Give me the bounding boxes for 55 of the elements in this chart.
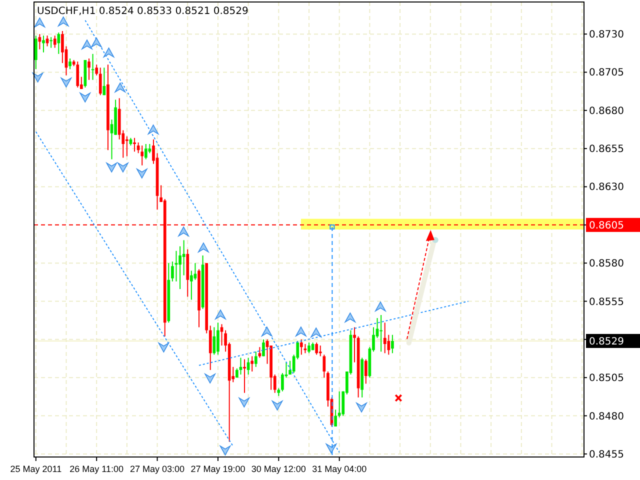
candlestick xyxy=(262,338,265,357)
y-tick-label: 0.8480 xyxy=(589,411,624,422)
candlestick xyxy=(178,246,182,290)
candlestick xyxy=(315,342,318,356)
candlestick xyxy=(144,143,148,160)
candlestick xyxy=(338,390,341,418)
candlestick xyxy=(126,136,128,157)
candlestick xyxy=(208,325,212,370)
y-tick-label: 0.8605 xyxy=(589,220,624,232)
candlestick xyxy=(391,334,394,354)
candlestick xyxy=(243,358,246,394)
y-tick-label: 0.8730 xyxy=(589,30,624,41)
candlestick xyxy=(220,324,224,346)
y-tick-label: 0.8580 xyxy=(589,258,624,270)
candlestick xyxy=(91,53,94,80)
y-tick-label: 0.8705 xyxy=(589,68,624,79)
candlestick xyxy=(76,61,80,88)
x-tick-label: 25 May 2011 xyxy=(10,464,62,474)
candlestick xyxy=(383,322,386,354)
candlestick xyxy=(98,67,102,96)
candlestick xyxy=(318,345,322,357)
candlestick xyxy=(353,326,356,363)
candlestick xyxy=(53,35,56,48)
candlestick xyxy=(182,240,186,276)
candlestick xyxy=(308,342,310,354)
candlestick xyxy=(254,351,258,368)
x-tick-label: 31 May 04:00 xyxy=(312,464,367,474)
y-tick-label: 0.8555 xyxy=(589,296,624,308)
x-tick-label: 26 May 11:00 xyxy=(70,464,124,474)
ref-line-label: 0.8529 xyxy=(589,336,624,348)
x-tick-label: 30 May 12:00 xyxy=(251,464,306,474)
candlestick xyxy=(68,58,72,70)
candlestick xyxy=(364,358,368,384)
x-tick-label: 27 May 19:00 xyxy=(190,464,246,474)
candlestick xyxy=(380,314,382,352)
candlestick xyxy=(34,35,38,70)
candlestick xyxy=(216,322,220,356)
chart-title: USDCHF,H1 0.8524 0.8533 0.8521 0.8529 xyxy=(37,6,248,17)
x-tick-label: 27 May 03:00 xyxy=(130,464,185,474)
candlestick xyxy=(140,145,144,166)
candlestick xyxy=(50,36,52,48)
candlestick xyxy=(88,58,90,80)
candlestick xyxy=(57,32,60,54)
candlestick xyxy=(95,64,98,76)
y-tick-label: 0.8655 xyxy=(589,144,624,156)
y-tick-label: 0.8505 xyxy=(589,373,624,384)
candlestick xyxy=(334,409,337,427)
candlestick xyxy=(133,137,136,152)
candlestick xyxy=(250,356,254,372)
candlestick xyxy=(42,35,45,53)
candlestick xyxy=(288,360,292,376)
y-tick-label: 0.8455 xyxy=(589,449,624,460)
y-tick-label: 0.8680 xyxy=(589,106,624,117)
candlestick xyxy=(300,338,303,356)
y-tick-label: 0.8630 xyxy=(589,182,624,194)
